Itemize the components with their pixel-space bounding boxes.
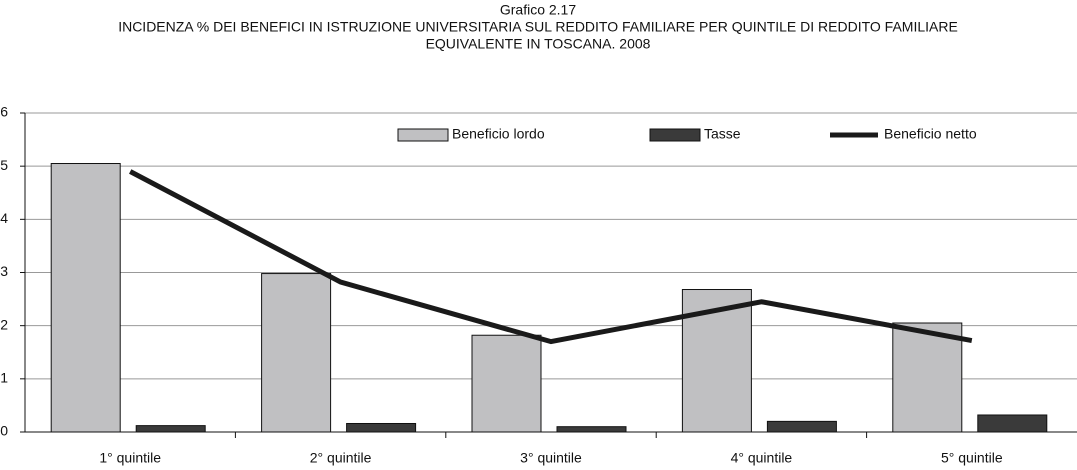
legend-label: Beneficio netto xyxy=(884,126,977,142)
y-tick-label: 0 xyxy=(0,423,8,439)
chart-title: Grafico 2.17 xyxy=(500,2,576,18)
x-tick-label: 1° quintile xyxy=(99,450,161,466)
y-tick-label: 3 xyxy=(0,263,8,279)
y-tick-label: 5 xyxy=(0,157,8,173)
bar xyxy=(977,414,1048,433)
bar xyxy=(261,273,332,433)
y-tick-label: 6 xyxy=(0,104,8,120)
legend-swatch xyxy=(397,128,449,142)
x-tick-label: 3° quintile xyxy=(520,450,582,466)
x-tick-label: 5° quintile xyxy=(941,450,1003,466)
y-tick-label: 2 xyxy=(0,316,8,332)
bar xyxy=(471,334,542,433)
x-tick-label: 2° quintile xyxy=(310,450,372,466)
chart-subtitle: INCIDENZA % DEI BENEFICI IN ISTRUZIONE U… xyxy=(118,19,958,35)
y-tick-label: 4 xyxy=(0,210,8,226)
bar xyxy=(346,422,417,433)
chart-subtitle: EQUIVALENTE IN TOSCANA. 2008 xyxy=(426,36,651,52)
legend-swatch xyxy=(649,128,701,142)
bar xyxy=(556,426,627,433)
bar xyxy=(50,163,121,433)
x-tick-label: 4° quintile xyxy=(731,450,793,466)
legend-label: Tasse xyxy=(704,126,741,142)
bar xyxy=(892,322,963,433)
legend-label: Beneficio lordo xyxy=(452,126,545,142)
bar xyxy=(766,420,837,433)
bar xyxy=(135,425,206,433)
y-tick-label: 1 xyxy=(0,370,8,386)
line xyxy=(129,169,973,345)
